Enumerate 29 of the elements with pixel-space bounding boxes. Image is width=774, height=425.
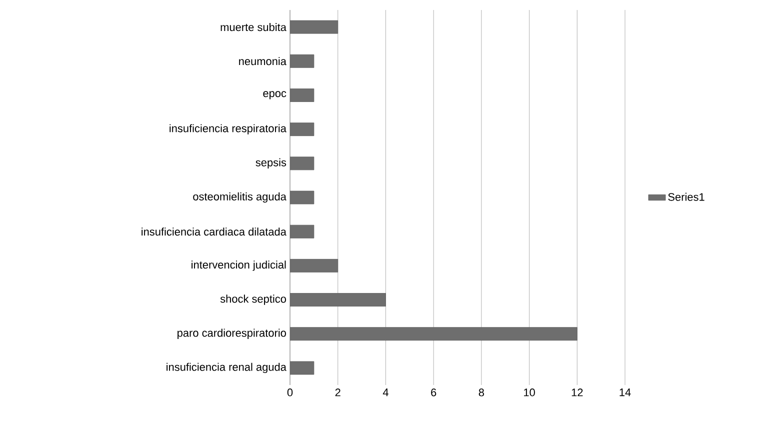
x-tick-label: 8 <box>478 388 484 396</box>
bar <box>290 293 386 306</box>
y-tick-label: epoc <box>263 91 286 100</box>
y-tick-label: shock septico <box>220 294 286 305</box>
bar <box>290 327 578 341</box>
x-tick-label: 10 <box>524 388 535 396</box>
y-tick-label: osteomielitis aguda <box>193 192 286 203</box>
y-tick-label: insuficiencia cardiaca dilatada <box>142 228 286 236</box>
y-tick-label: insuficiencia renal aguda <box>166 362 286 374</box>
y-tick-label: insuficiencia respiratoria <box>170 124 286 134</box>
x-tick-label: 2 <box>335 388 340 396</box>
y-tick-label: intervencion judicial <box>192 260 286 271</box>
bar <box>290 54 314 68</box>
x-tick-label: 12 <box>572 388 583 396</box>
bar <box>290 156 314 170</box>
y-tick-label: muerte subita <box>220 23 286 32</box>
x-tick-label: 6 <box>431 388 436 396</box>
x-tick-label: 4 <box>382 388 388 396</box>
bar <box>290 224 314 238</box>
bar <box>290 88 314 102</box>
bar <box>290 258 338 272</box>
x-tick-label: 14 <box>620 388 631 396</box>
y-tick-label: neumonia <box>239 57 286 66</box>
bar <box>290 122 314 136</box>
bar <box>290 20 338 34</box>
y-tick-label: paro cardiorespiratorio <box>178 328 286 339</box>
x-tick-label: 0 <box>287 388 293 396</box>
y-tick-label: sepsis <box>256 158 286 169</box>
legend-label: Series1 <box>668 192 704 201</box>
